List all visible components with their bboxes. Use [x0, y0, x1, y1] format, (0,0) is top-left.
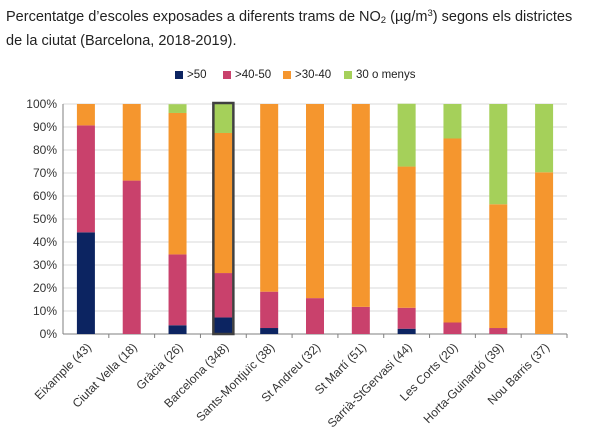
bar-segment [443, 138, 462, 323]
title-text-2: (µg/m [386, 9, 428, 25]
bar-segment [489, 328, 508, 334]
legend-label-s4050: >40-50 [235, 69, 272, 81]
bar-segment [397, 307, 416, 329]
legend-label-s3040: >30-40 [295, 69, 332, 81]
bar-segment [489, 104, 508, 205]
x-tick-label: Sants-Montjuïc (38) [193, 340, 277, 424]
y-tick-label: 10% [33, 304, 57, 318]
y-tick-label: 20% [33, 281, 57, 295]
legend-swatch-s4050 [223, 71, 231, 79]
bar-segment [443, 104, 462, 139]
legend-label-s50: >50 [187, 69, 207, 81]
y-tick-label: 70% [33, 166, 57, 180]
bar-segment [306, 104, 324, 299]
bar-segment [214, 132, 233, 274]
y-tick-label: 100% [26, 97, 57, 111]
bar-segment [76, 125, 95, 233]
bar-segment [397, 103, 416, 167]
bar-segment [214, 273, 233, 318]
chart-title: Percentatge d’escoles exposades a difere… [6, 4, 584, 51]
bar-segment [397, 328, 416, 334]
legend-swatch-s3040 [283, 71, 291, 79]
bar-segment [76, 104, 95, 126]
y-tick-label: 30% [33, 258, 57, 272]
bar-segment [260, 104, 279, 292]
x-tick-label: Horta-Guinardó (39) [421, 340, 507, 426]
title-subscript: 2 [380, 15, 387, 26]
title-superscript: 3 [427, 8, 433, 19]
legend-item-s4050: >40-50 [223, 69, 271, 81]
bar-segment [306, 298, 324, 334]
legend-label-s30less: 30 o menys [356, 69, 416, 81]
bar-segment [214, 104, 233, 133]
bar-segment [122, 104, 141, 181]
bar-segment [260, 328, 279, 334]
legend-item-s50: >50 [175, 69, 207, 81]
bar-segment [168, 104, 187, 113]
bar-segment [122, 180, 141, 334]
y-tick-label: 40% [33, 235, 57, 249]
legend-item-s30less: 30 o menys [344, 69, 415, 81]
y-tick-label: 80% [33, 143, 57, 157]
bar-segment [76, 232, 95, 334]
bar-segment [351, 104, 370, 307]
bar-segment [214, 317, 233, 334]
chart-legend: >50 >40-50 >30-40 30 o menys [0, 69, 589, 85]
bar-segment [168, 325, 187, 334]
y-tick-label: 50% [33, 212, 57, 226]
legend-item-s3040: >30-40 [283, 69, 331, 81]
bar-segment [489, 204, 508, 329]
title-text-1: Percentatge d’escoles exposades a difere… [6, 9, 381, 25]
bar-segment [351, 306, 370, 334]
y-tick-label: 0% [40, 327, 58, 341]
bar-segment [260, 291, 279, 329]
x-tick-label: Sarrià-StGervasi (44) [325, 340, 415, 430]
y-tick-label: 90% [33, 120, 57, 134]
bar-segment [535, 172, 554, 334]
legend-swatch-s50 [175, 71, 183, 79]
bar-segment [397, 166, 416, 308]
title-text-3: ) segons els districtes de la ciutat (Ba… [6, 9, 573, 49]
bar-segment [168, 254, 187, 326]
bar-segment [535, 104, 554, 173]
bar-segment [443, 322, 462, 334]
bar-segment [168, 112, 187, 255]
bar-highlight-outline [212, 101, 235, 336]
y-tick-label: 60% [33, 189, 57, 203]
legend-swatch-s30less [344, 71, 352, 79]
